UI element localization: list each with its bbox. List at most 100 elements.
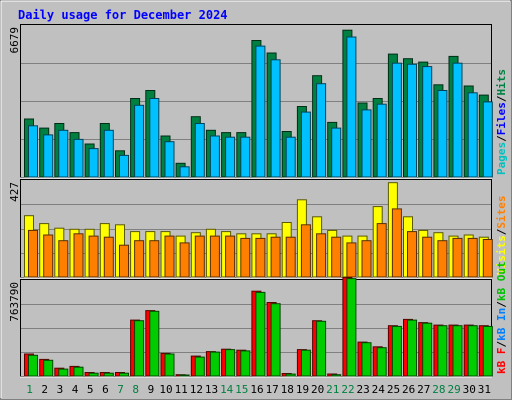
x-tick-label-day-1: 1 bbox=[26, 383, 33, 396]
bar-kb-out-day-22 bbox=[346, 278, 357, 377]
x-tick-label-day-14: 14 bbox=[220, 383, 234, 396]
bar-sites-day-29 bbox=[452, 237, 463, 278]
bar-files-day-3 bbox=[58, 129, 69, 178]
bar-sites-day-28 bbox=[437, 240, 448, 278]
bar-kb-out-day-25 bbox=[391, 325, 402, 377]
legend-item-visits: Visits bbox=[495, 235, 508, 275]
panel-max-label: 427 bbox=[8, 182, 21, 202]
x-tick-label-day-7: 7 bbox=[117, 383, 124, 396]
bar-files-day-19 bbox=[300, 111, 311, 178]
x-tick-label-day-6: 6 bbox=[102, 383, 109, 396]
x-tick-label-day-20: 20 bbox=[311, 383, 324, 396]
bar-kb-out-day-23 bbox=[361, 342, 372, 377]
x-tick-label-day-23: 23 bbox=[356, 383, 369, 396]
bar-sites-day-23 bbox=[361, 240, 372, 278]
legend-separator: / bbox=[495, 95, 508, 102]
bar-sites-day-26 bbox=[407, 231, 417, 278]
bar-files-day-4 bbox=[73, 138, 84, 178]
x-tick-label-day-24: 24 bbox=[372, 383, 386, 396]
bar-files-day-16 bbox=[255, 45, 266, 178]
bar-files-day-7 bbox=[119, 154, 129, 178]
bar-kb-out-day-15 bbox=[240, 350, 251, 377]
legend-item-kb-out: kB Out bbox=[495, 261, 508, 301]
bar-sites-day-22 bbox=[346, 242, 357, 278]
x-tick-label-day-22: 22 bbox=[341, 383, 354, 396]
x-tick-label-day-2: 2 bbox=[41, 383, 48, 396]
bar-files-day-22 bbox=[346, 36, 357, 178]
bar-files-day-13 bbox=[209, 135, 220, 178]
bar-sites-day-30 bbox=[467, 237, 478, 278]
bar-sites-day-16 bbox=[255, 237, 266, 278]
bar-sites-day-24 bbox=[376, 223, 387, 278]
bar-sites-day-19 bbox=[300, 224, 311, 278]
legend-item-files: Files bbox=[495, 102, 508, 135]
bar-files-day-21 bbox=[331, 127, 342, 178]
x-tick-label-day-27: 27 bbox=[417, 383, 430, 396]
bar-files-day-1 bbox=[28, 125, 38, 178]
bar-kb-out-day-31 bbox=[482, 325, 493, 377]
legend-item-pages: Pages bbox=[495, 142, 508, 175]
bar-files-day-17 bbox=[270, 59, 281, 178]
bar-kb-out-day-13 bbox=[209, 351, 220, 377]
bar-sites-day-13 bbox=[209, 235, 220, 278]
bar-kb-out-day-19 bbox=[300, 349, 311, 377]
x-tick-label-day-10: 10 bbox=[159, 383, 172, 396]
bar-sites-day-7 bbox=[119, 244, 129, 278]
bar-files-day-31 bbox=[482, 101, 493, 178]
x-tick-label-day-8: 8 bbox=[132, 383, 139, 396]
bar-sites-day-10 bbox=[164, 235, 175, 278]
bar-files-day-6 bbox=[103, 129, 114, 178]
bar-kb-out-day-16 bbox=[255, 291, 266, 377]
bar-files-day-23 bbox=[361, 109, 372, 178]
bar-sites-day-2 bbox=[43, 234, 54, 278]
x-tick-label-day-19: 19 bbox=[296, 383, 309, 396]
x-tick-label-day-11: 11 bbox=[175, 383, 188, 396]
legend-separator: / bbox=[495, 228, 508, 235]
x-tick-label-day-25: 25 bbox=[387, 383, 400, 396]
x-tick-label-day-5: 5 bbox=[87, 383, 94, 396]
x-tick-label-day-28: 28 bbox=[432, 383, 445, 396]
bar-files-day-8 bbox=[134, 104, 145, 178]
bar-sites-day-27 bbox=[422, 236, 433, 278]
x-tick-label-day-3: 3 bbox=[57, 383, 64, 396]
bar-kb-out-day-21 bbox=[331, 374, 342, 377]
x-tick-label-day-17: 17 bbox=[266, 383, 279, 396]
bar-kb-out-day-3 bbox=[58, 368, 69, 377]
bar-kb-out-day-11 bbox=[179, 374, 190, 377]
x-tick-label-day-30: 30 bbox=[463, 383, 476, 396]
bar-kb-out-day-29 bbox=[452, 325, 463, 377]
bar-kb-out-day-24 bbox=[376, 347, 387, 377]
bar-files-day-2 bbox=[43, 134, 54, 178]
bar-sites-day-25 bbox=[391, 208, 402, 278]
bar-kb-out-day-10 bbox=[164, 353, 175, 377]
bar-files-day-12 bbox=[194, 123, 205, 178]
bar-sites-day-1 bbox=[28, 229, 38, 278]
bar-kb-out-day-6 bbox=[103, 372, 114, 377]
bar-sites-day-11 bbox=[179, 242, 190, 278]
bar-files-day-29 bbox=[452, 62, 463, 178]
bar-kb-out-day-12 bbox=[194, 356, 205, 377]
legend-item-kb-in: kB In bbox=[495, 308, 508, 341]
bar-files-day-10 bbox=[164, 141, 175, 178]
panel-max-label: 763790 bbox=[8, 282, 21, 322]
legend-separator: / bbox=[495, 341, 508, 348]
x-tick-label-day-16: 16 bbox=[250, 383, 263, 396]
bar-kb-out-day-17 bbox=[270, 303, 281, 377]
x-tick-label-day-29: 29 bbox=[447, 383, 460, 396]
bar-kb-out-day-7 bbox=[119, 372, 129, 377]
x-tick-label-day-18: 18 bbox=[281, 383, 294, 396]
bar-files-day-24 bbox=[376, 103, 387, 178]
x-tick-label-day-13: 13 bbox=[205, 383, 218, 396]
bar-files-day-28 bbox=[437, 90, 448, 178]
legend-item-sites: Sites bbox=[495, 196, 508, 229]
x-tick-label-day-15: 15 bbox=[235, 383, 248, 396]
bar-sites-day-12 bbox=[194, 235, 205, 278]
bar-sites-day-18 bbox=[285, 236, 296, 278]
legend-item-hits: Hits bbox=[495, 69, 508, 96]
bar-files-day-11 bbox=[179, 166, 190, 178]
bar-files-day-25 bbox=[391, 62, 402, 178]
bar-sites-day-8 bbox=[134, 240, 145, 278]
bar-sites-day-31 bbox=[482, 239, 493, 278]
